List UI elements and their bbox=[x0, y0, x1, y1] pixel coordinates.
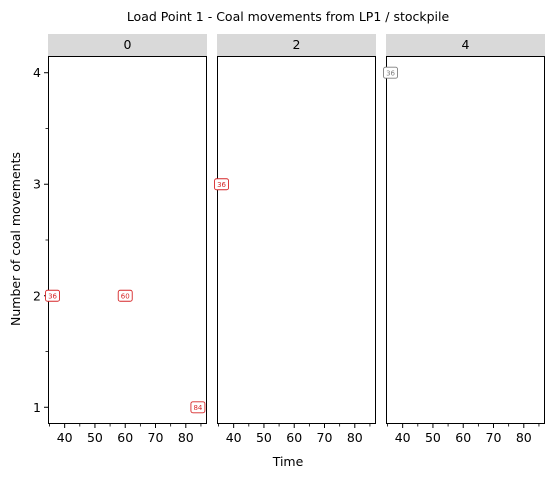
panel-frame bbox=[217, 56, 376, 424]
x-tick-label: 70 bbox=[486, 430, 502, 445]
y-tick-label: 2 bbox=[33, 288, 41, 303]
y-tick-label: 3 bbox=[33, 177, 41, 192]
x-tick-label: 80 bbox=[516, 430, 532, 445]
point-label-text: 84 bbox=[193, 404, 202, 412]
panel-frame bbox=[48, 56, 207, 424]
x-tick-label: 40 bbox=[395, 430, 411, 445]
x-tick-label: 80 bbox=[178, 430, 194, 445]
x-tick-label: 50 bbox=[256, 430, 272, 445]
x-tick-label: 50 bbox=[425, 430, 441, 445]
point-label-text: 36 bbox=[48, 292, 57, 300]
panel-4: 4 40 50 60 70 80 36 bbox=[383, 34, 545, 445]
panels: 0 40 50 60 70 80 1 2 3 4 36 60 84 2 40 50 60 70 80 36 4 40 50 6… bbox=[33, 34, 545, 445]
point-label-text: 60 bbox=[121, 292, 130, 300]
panel-strip bbox=[48, 34, 207, 56]
y-tick-label: 4 bbox=[33, 65, 41, 80]
point-label-text: 36 bbox=[217, 181, 226, 189]
point-label-box bbox=[45, 289, 60, 302]
point-label-box bbox=[383, 66, 398, 79]
x-tick-label: 60 bbox=[117, 430, 133, 445]
y-axis-label: Number of coal movements bbox=[8, 152, 23, 326]
point-label-box bbox=[214, 178, 229, 191]
x-tick-label: 40 bbox=[57, 430, 73, 445]
panel-0: 0 40 50 60 70 80 1 2 3 4 36 60 84 bbox=[33, 34, 207, 445]
x-tick-label: 80 bbox=[347, 430, 363, 445]
point-label-text: 36 bbox=[386, 69, 395, 77]
panel-strip-label: 4 bbox=[462, 37, 470, 52]
panel-2: 2 40 50 60 70 80 36 bbox=[214, 34, 376, 445]
point-label: 60 bbox=[117, 289, 133, 302]
panel-strip-label: 0 bbox=[124, 37, 132, 52]
point-label: 36 bbox=[45, 289, 60, 302]
x-tick-label: 70 bbox=[148, 430, 164, 445]
point-label: 84 bbox=[190, 401, 206, 414]
panel-strip bbox=[386, 34, 545, 56]
x-tick-label: 70 bbox=[317, 430, 333, 445]
x-axis-label: Time bbox=[272, 454, 304, 469]
y-tick-label: 1 bbox=[33, 400, 41, 415]
point-label: 36 bbox=[214, 178, 229, 191]
chart-title: Load Point 1 - Coal movements from LP1 /… bbox=[127, 9, 450, 24]
x-tick-label: 60 bbox=[455, 430, 471, 445]
x-tick-label: 40 bbox=[226, 430, 242, 445]
x-tick-label: 50 bbox=[87, 430, 103, 445]
point-label-box bbox=[190, 401, 206, 414]
point-label: 36 bbox=[383, 66, 398, 79]
x-tick-label: 60 bbox=[286, 430, 302, 445]
panel-strip bbox=[217, 34, 376, 56]
point-label-box bbox=[117, 289, 133, 302]
panel-frame bbox=[386, 56, 545, 424]
panel-strip-label: 2 bbox=[293, 37, 301, 52]
